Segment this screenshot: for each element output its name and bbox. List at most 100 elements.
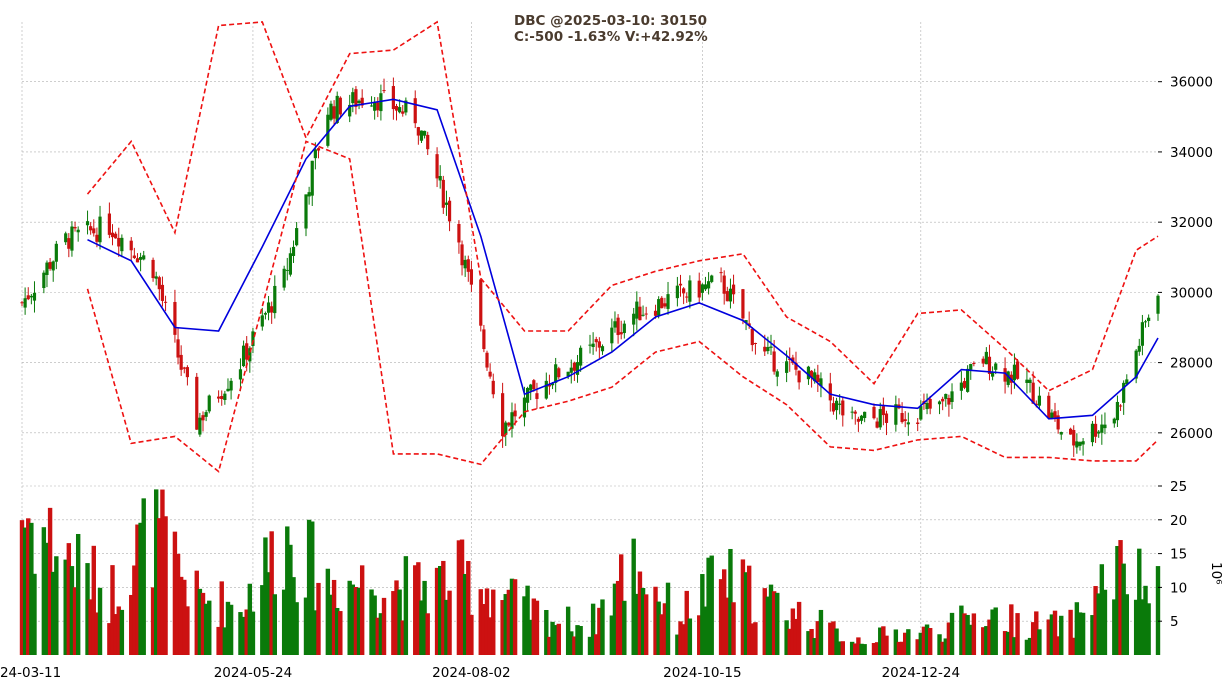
volume-bar [372,595,377,655]
volume-bar [1037,629,1042,655]
volume-bar [856,637,861,655]
candle-body [110,232,115,238]
volume-bar [175,553,181,655]
candle-body [129,240,133,251]
volume-bar [32,573,37,655]
volume-bar [643,594,649,655]
candle-body [841,400,845,416]
candle-body [404,100,408,113]
candle-body [401,111,405,114]
date-tick-label: 2024-12-24 [882,665,960,681]
candle-body [369,105,374,107]
candle-body [579,347,583,366]
candle-body [619,332,623,335]
candle-body [828,383,832,401]
candle-body [875,421,879,428]
volume-bar [207,600,212,655]
candle-body [248,348,252,362]
volume-bar [700,574,705,655]
volume-bar [790,608,796,655]
date-tick-label: 2024-03-11 [0,665,61,681]
volume-bar [1059,615,1064,655]
candle-body [632,313,636,325]
volume-bar [728,548,733,655]
candle-body [785,361,789,373]
candle-body [769,346,773,348]
volume-bar [681,624,686,655]
candle-body [223,393,227,400]
volume-bar [216,626,221,655]
volume-bar [353,586,359,655]
volume-bar [684,590,689,655]
candle-body [76,229,80,233]
candle-body [154,276,158,279]
candle-body [906,422,910,425]
volume-bar [500,600,505,655]
volume-bar [222,627,228,655]
volume-bar [962,613,967,655]
candle-body [635,301,639,319]
candle-body [229,380,233,391]
candle-body [1069,428,1073,435]
volume-bar [565,606,571,655]
candle-body [1100,424,1104,433]
volume-bar [678,621,683,655]
candle-body [1056,415,1060,430]
candle-body [981,358,985,364]
candle-body [529,384,533,391]
volume-bar [572,636,577,655]
volume-bar [1024,639,1030,655]
volume-bar [113,614,118,655]
candle-body [859,415,864,421]
price-tick-label: 36000 [1170,75,1213,91]
candle-body [1125,379,1129,385]
candle-body [853,411,857,414]
candle-body [731,284,736,295]
volume-bar [1112,599,1117,655]
candle-body [813,372,817,382]
candle-body [391,86,395,110]
volume-bar [600,599,605,655]
volume-bar [85,563,90,655]
volume-bar [200,592,206,655]
volume-bar [88,599,93,655]
volume-bar [512,579,518,655]
volume-bar [1093,586,1098,655]
candle-body [288,253,292,275]
volume-bar [163,516,168,655]
candle-body [703,284,708,290]
candle-body [994,363,998,370]
volume-bar [706,557,711,655]
candle-body [313,149,317,159]
volume-bar [768,584,774,655]
volume-bar [456,540,462,655]
candle-body [501,393,505,437]
volume-bar [381,597,387,655]
candle-body [316,148,321,151]
volume-bar [771,591,777,655]
volume-bar [837,641,842,655]
candle-body [241,345,246,367]
volume-bar [615,580,621,655]
candle-body [600,346,605,352]
volume-bar [946,622,952,655]
candle-body [1156,295,1160,314]
volume-bar [182,579,187,655]
volume-bar [578,626,583,655]
volume-bar [238,612,243,655]
candle-body [513,410,517,417]
candle-body [525,387,530,403]
volume-bar [1002,631,1008,655]
price-tick-label: 30000 [1170,285,1213,301]
candle-body [310,160,314,196]
volume-bar [619,554,624,655]
volume-bar [506,589,512,655]
volume-bar [971,613,977,655]
candle-body [510,412,514,429]
candle-body [1072,430,1076,446]
candle-body [1003,368,1007,382]
candle-body [522,397,527,418]
volume-bar [878,627,883,655]
candle-body [507,422,511,426]
candle-body [775,371,779,377]
